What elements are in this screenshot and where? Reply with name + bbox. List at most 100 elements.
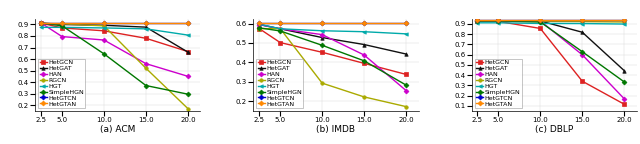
SimpleHGN (255, 27, 263, 29)
HAN (402, 90, 410, 91)
Line: HetGAT: HetGAT (476, 19, 626, 72)
HetGTAN (620, 20, 628, 21)
HetGCN (495, 20, 502, 22)
HetGTCN (360, 22, 368, 23)
HetGAT (37, 22, 45, 24)
HGT (142, 28, 150, 30)
Line: SimpleHGN: SimpleHGN (476, 19, 626, 84)
HGT (318, 30, 326, 32)
SimpleHGN (360, 60, 368, 62)
HAN (360, 54, 368, 56)
Legend: HetGCN, HetGAT, HAN, RGCN, HGT, SimpleHGN, HetGTCN, HetGTAN: HetGCN, HetGAT, HAN, RGCN, HGT, SimpleHG… (257, 59, 303, 108)
HetGTAN (536, 20, 544, 21)
SimpleHGN (402, 84, 410, 86)
Line: HetGAT: HetGAT (39, 21, 189, 54)
Line: HetGCN: HetGCN (476, 20, 626, 106)
HetGTAN (579, 20, 586, 21)
HGT (536, 23, 544, 24)
HetGTAN (276, 22, 284, 23)
HetGTCN (579, 20, 586, 21)
Line: RGCN: RGCN (476, 19, 626, 24)
HetGAT (276, 28, 284, 30)
RGCN (255, 28, 263, 30)
SimpleHGN (495, 20, 502, 22)
SimpleHGN (579, 51, 586, 53)
HetGAT (184, 51, 192, 53)
X-axis label: (b) IMDB: (b) IMDB (317, 125, 355, 134)
Line: HetGTCN: HetGTCN (39, 21, 189, 24)
HetGCN (318, 51, 326, 53)
Line: HGT: HGT (476, 21, 626, 26)
HetGAT (142, 26, 150, 28)
HGT (184, 34, 192, 36)
RGCN (37, 22, 45, 24)
HetGAT (620, 70, 628, 72)
HetGAT (474, 20, 481, 22)
Line: SimpleHGN: SimpleHGN (39, 21, 189, 96)
HetGAT (402, 53, 410, 55)
Line: HetGAT: HetGAT (257, 23, 408, 56)
Line: HAN: HAN (39, 21, 189, 78)
HGT (276, 28, 284, 30)
X-axis label: (a) ACM: (a) ACM (100, 125, 136, 134)
RGCN (100, 25, 108, 27)
HetGTAN (184, 22, 192, 23)
HGT (620, 23, 628, 25)
HGT (579, 23, 586, 24)
HetGAT (536, 20, 544, 22)
HetGAT (495, 20, 502, 22)
HetGTCN (474, 20, 481, 21)
Line: HetGTCN: HetGTCN (476, 19, 626, 22)
HGT (58, 26, 66, 28)
HetGCN (276, 42, 284, 43)
Line: HetGTAN: HetGTAN (257, 21, 408, 24)
Line: HetGTAN: HetGTAN (476, 19, 626, 22)
RGCN (184, 108, 192, 109)
HGT (474, 22, 481, 24)
HetGTCN (100, 22, 108, 23)
SimpleHGN (142, 85, 150, 86)
Line: HetGCN: HetGCN (257, 27, 408, 76)
HetGCN (474, 20, 481, 22)
HetGTCN (142, 22, 150, 23)
HAN (474, 20, 481, 22)
HetGTAN (37, 22, 45, 23)
HGT (402, 33, 410, 35)
HAN (276, 28, 284, 30)
HAN (184, 75, 192, 77)
Line: RGCN: RGCN (257, 27, 408, 108)
HetGCN (360, 62, 368, 64)
RGCN (318, 82, 326, 84)
HGT (37, 26, 45, 28)
HAN (255, 24, 263, 25)
X-axis label: (c) DBLP: (c) DBLP (535, 125, 573, 134)
SimpleHGN (58, 25, 66, 27)
HetGTAN (474, 20, 481, 21)
HetGTAN (58, 22, 66, 23)
Line: HAN: HAN (257, 23, 408, 92)
HetGAT (360, 44, 368, 45)
SimpleHGN (37, 22, 45, 24)
HetGAT (100, 24, 108, 26)
RGCN (495, 20, 502, 22)
HAN (579, 54, 586, 56)
HetGTCN (536, 20, 544, 21)
RGCN (474, 20, 481, 22)
HetGTCN (402, 22, 410, 23)
Line: SimpleHGN: SimpleHGN (257, 26, 408, 87)
HetGAT (255, 24, 263, 25)
Legend: HetGCN, HetGAT, HAN, RGCN, HGT, SimpleHGN, HetGTCN, HetGTAN: HetGCN, HetGAT, HAN, RGCN, HGT, SimpleHG… (475, 59, 522, 108)
HetGTCN (276, 22, 284, 23)
HetGTCN (37, 22, 45, 23)
RGCN (402, 106, 410, 107)
HAN (318, 34, 326, 35)
Line: HGT: HGT (257, 22, 408, 36)
HetGCN (620, 103, 628, 105)
SimpleHGN (276, 30, 284, 32)
HAN (495, 20, 502, 22)
HetGTCN (495, 20, 502, 21)
HetGTAN (360, 22, 368, 23)
HetGTAN (142, 22, 150, 23)
RGCN (58, 23, 66, 25)
HetGTAN (495, 20, 502, 21)
